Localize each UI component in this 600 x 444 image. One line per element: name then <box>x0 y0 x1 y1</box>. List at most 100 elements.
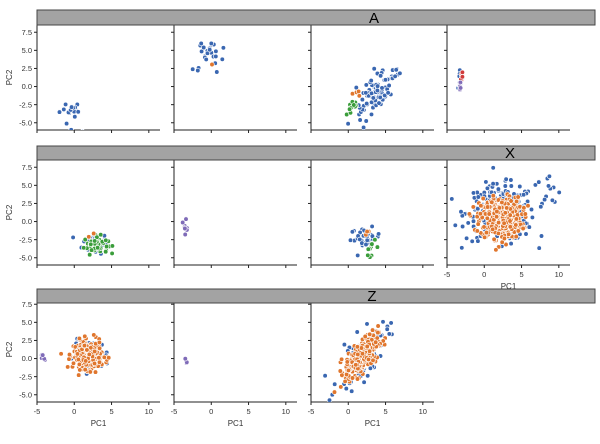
point-blue <box>214 69 220 75</box>
x-tick-label: -5 <box>34 407 41 416</box>
point-orange <box>101 354 107 360</box>
y-tick-label: 0.0 <box>22 82 32 91</box>
panel-10: -5 0 5 10 PC1 <box>171 297 297 428</box>
point-green <box>92 238 98 244</box>
point-orange <box>474 213 480 220</box>
point-orange <box>96 359 103 365</box>
point-blue <box>475 194 481 200</box>
point-blue <box>465 220 471 226</box>
point-green <box>109 243 116 249</box>
point-orange <box>520 225 526 232</box>
point-orange <box>96 355 102 361</box>
point-blue <box>363 241 369 248</box>
point-orange <box>83 358 89 364</box>
point-orange <box>490 193 496 199</box>
point-blue <box>368 77 374 84</box>
point-orange <box>375 329 381 336</box>
points <box>344 66 403 130</box>
points <box>180 216 190 238</box>
y-tick-label: 0.0 <box>22 217 32 226</box>
point-orange <box>342 378 348 385</box>
point-blue <box>368 111 375 118</box>
y-tick-label: 2.5 <box>22 199 32 208</box>
point-blue <box>386 331 392 337</box>
strip-X: X <box>36 145 596 162</box>
point-blue <box>449 196 455 202</box>
point-green <box>103 249 109 255</box>
x-tick-label: 5 <box>109 407 113 416</box>
point-orange <box>515 194 521 200</box>
point-orange <box>96 345 103 351</box>
x-axis-title: PC1 <box>365 419 381 428</box>
y-tick-label: 5.0 <box>22 318 32 327</box>
point-blue <box>75 109 81 115</box>
point-orange <box>106 355 112 361</box>
y-tick-label: -5.0 <box>19 253 32 262</box>
point-blue <box>517 183 523 190</box>
y-tick-label: -5.0 <box>19 390 32 399</box>
x-tick-label: 0 <box>72 407 76 416</box>
point-blue <box>508 177 514 183</box>
point-orange <box>359 351 366 357</box>
y-tick-label: 7.5 <box>22 163 32 172</box>
x-tick-label: 5 <box>246 407 250 416</box>
point-blue <box>341 341 348 348</box>
point-orange <box>370 357 376 363</box>
point-orange <box>91 332 97 338</box>
point-green <box>109 250 115 257</box>
panel-3 <box>308 25 434 133</box>
point-blue <box>370 95 376 101</box>
y-axis-title: PC2 <box>5 204 14 220</box>
point-orange <box>502 210 508 216</box>
point-orange <box>349 375 356 381</box>
panel-8: -5 0 5 10 PC1 <box>444 160 570 291</box>
y-tick-label: 5.0 <box>22 181 32 190</box>
strip-bar <box>36 145 596 161</box>
point-orange <box>58 351 64 357</box>
point-blue <box>203 56 209 63</box>
point-blue <box>386 82 392 89</box>
point-blue <box>536 179 542 185</box>
point-blue <box>349 229 356 235</box>
point-purple <box>40 352 46 358</box>
point-blue <box>538 204 544 210</box>
point-purple <box>182 356 188 362</box>
point-green <box>88 247 95 253</box>
panel-7 <box>308 160 434 268</box>
point-blue <box>490 181 496 187</box>
point-blue <box>367 365 374 371</box>
point-blue <box>549 197 556 203</box>
point-blue <box>495 186 502 192</box>
point-blue <box>529 214 536 221</box>
points <box>455 67 466 93</box>
point-orange <box>507 224 513 230</box>
panel-1: -5.0 -2.5 0.0 2.5 5.0 7.5 PC2 <box>5 25 160 133</box>
point-green <box>372 237 378 243</box>
point-orange <box>499 199 505 206</box>
point-green <box>82 236 88 243</box>
point-blue <box>369 233 376 239</box>
point-orange <box>504 205 510 211</box>
point-blue <box>363 82 369 88</box>
point-orange <box>493 247 499 253</box>
point-blue <box>379 85 385 91</box>
point-orange <box>489 199 495 205</box>
point-orange <box>82 366 88 373</box>
strip-label: A <box>369 10 379 27</box>
point-blue <box>556 189 562 196</box>
point-blue <box>332 381 338 387</box>
point-blue <box>541 196 548 203</box>
point-blue <box>528 206 535 213</box>
point-orange <box>87 369 93 375</box>
point-blue <box>376 100 382 106</box>
point-orange <box>484 204 491 210</box>
points <box>39 332 112 379</box>
point-blue <box>349 388 355 394</box>
point-orange <box>495 219 502 226</box>
points <box>56 101 85 130</box>
point-blue <box>359 96 366 103</box>
point-blue <box>80 129 85 130</box>
point-orange <box>354 376 361 382</box>
x-axis-title: PC1 <box>501 282 517 291</box>
point-orange <box>65 364 71 370</box>
